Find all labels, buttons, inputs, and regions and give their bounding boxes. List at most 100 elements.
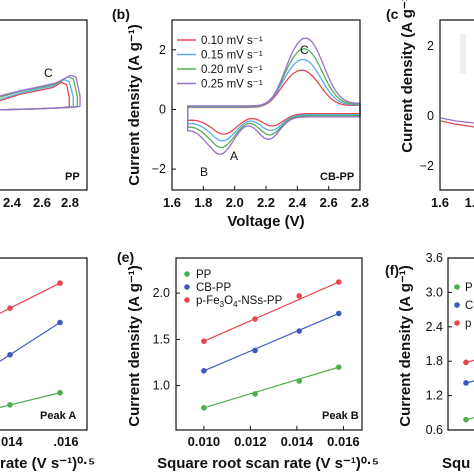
panel-e-fit-line	[203, 281, 339, 342]
panel-d-frame	[0, 257, 88, 431]
panel-b-xtick-label: 1.8	[194, 195, 212, 210]
panel-d-data-point	[7, 402, 13, 408]
panel-d-fit-line	[0, 282, 61, 314]
panel-c-ytick-label: 0	[427, 109, 434, 123]
panel-f-fit-line	[465, 417, 474, 421]
panel-a-peak-c-label: C	[44, 66, 53, 80]
panel-b-legend-label: 0.10 mV s⁻¹	[201, 35, 263, 47]
panel-f: (f) Current density (A g⁻¹) 0.6 1.2 1.8 2.4…	[385, 251, 474, 472]
panel-b-peak-b-label: B	[200, 165, 208, 179]
panel-e-xtick-label: 0.014	[281, 434, 314, 449]
panel-c-legend-stub	[460, 34, 466, 74]
panel-f-fit-line	[465, 380, 474, 384]
panel-e-legend-label-part: 4	[233, 300, 238, 309]
panel-e-peak-label: Peak B	[322, 410, 359, 422]
panel-e-data-point	[335, 310, 342, 317]
panel-e-legend-marker	[184, 284, 190, 290]
panel-e: (e) Current density (A g⁻¹) 0.010 0.012 0.…	[117, 249, 379, 472]
panel-f-legend: PCp	[454, 282, 473, 330]
panel-d-fit-line	[0, 392, 61, 408]
panel-e-data-point	[296, 293, 303, 299]
panel-e-label: (e)	[117, 249, 134, 265]
panel-e-fit-line	[203, 366, 339, 409]
panel-b-ylabel: Current density (A g⁻¹)	[126, 24, 143, 186]
panel-d-data-point	[7, 305, 13, 311]
panel-c-label: (c	[386, 6, 399, 22]
panel-b-xtick-label: 2.2	[257, 195, 275, 210]
panel-e-legend-label: p-Fe3O4-NSs-PP	[196, 295, 283, 309]
panel-c: (c Current density (A g⁻¹) 2 0 −2 1.6 1.	[386, 0, 474, 210]
panel-c-curve-stub	[440, 117, 474, 124]
panel-a-sample-label: PP	[65, 171, 80, 183]
panel-e-legend-label-part: 3	[220, 300, 225, 309]
panel-b-xtick-label: 2.0	[226, 195, 244, 210]
panel-c-ytick-label: −2	[420, 159, 434, 173]
panel-c-xtick-label: 1.	[465, 195, 474, 210]
panel-e-data-point	[335, 364, 342, 370]
panel-f-legend-marker	[454, 302, 460, 308]
panel-f-ytick-label: 1.8	[426, 354, 443, 368]
panel-d-data-point	[7, 351, 13, 358]
panel-d-data-point	[57, 389, 63, 396]
panel-a-curves	[0, 74, 81, 111]
panel-e-data-point	[296, 378, 303, 384]
panel-d-xtick-label: .016	[53, 434, 78, 449]
panel-e-legend-marker	[184, 271, 190, 277]
panel-b-peak-a-label: A	[230, 149, 238, 163]
panel-f-fit-line	[465, 359, 474, 363]
panel-f-frame	[447, 257, 474, 431]
panel-e-xtick-label: 0.016	[327, 434, 360, 449]
panel-a-series-line	[0, 74, 81, 111]
panel-c-curve-stub	[440, 120, 474, 128]
panel-a-xtick-label: 2.4	[3, 195, 22, 210]
panel-a: C PP 2.4 2.6 2.8	[0, 19, 88, 210]
panel-e-legend-label: PP	[196, 269, 212, 281]
panel-e-data-point	[252, 316, 258, 322]
panel-b-xtick-label: 2.6	[320, 195, 338, 210]
panel-b-xtick-label: 2.4	[288, 195, 307, 210]
panel-e-data-point	[201, 338, 207, 345]
panel-f-ytick-label: 3.6	[426, 251, 443, 265]
panel-e-xtick-label: 0.012	[234, 434, 267, 449]
panel-e-xtick-label: 0.010	[188, 434, 221, 449]
panel-b-legend: 0.10 mV s⁻¹ 0.15 mV s⁻¹ 0.20 mV s⁻¹ 0.25 mV…	[177, 35, 263, 91]
panel-e-legend-label-part: p-Fe	[196, 295, 220, 307]
panel-d: Peak A .014 .016 rate (V s⁻¹)⁰·⁵	[0, 257, 95, 472]
panel-d-xlabel: rate (V s⁻¹)⁰·⁵	[0, 455, 95, 472]
panel-b-peak-c-label: C	[300, 43, 309, 57]
panel-f-ytick-label: 3.0	[426, 285, 443, 299]
panel-f-legend-marker	[454, 284, 460, 290]
panel-d-data-point	[57, 319, 63, 326]
panel-f-label: (f)	[385, 262, 399, 278]
panel-c-ylabel: Current density (A g⁻¹)	[399, 0, 416, 153]
panel-b-xtick-label: 2.8	[351, 195, 369, 210]
panel-b-ytick-label: 2	[159, 43, 166, 57]
panel-f-xlabel: Squ	[442, 455, 470, 472]
panel-e-frame	[175, 257, 363, 431]
panel-f-ytick-label: 0.6	[426, 423, 443, 437]
panel-e-ticks: 0.010 0.012 0.014 0.016 1.0 1.5 2.0	[153, 286, 360, 449]
panel-e-legend-marker	[184, 297, 190, 303]
panel-c-ytick-label: 2	[427, 39, 434, 53]
panel-e-data-point	[252, 347, 258, 354]
panel-f-legend-marker	[454, 320, 460, 326]
panel-f-ylabel: Current density (A g⁻¹)	[397, 265, 414, 427]
panel-f-legend-label: p	[465, 318, 471, 330]
panel-b-xtick-label: 1.6	[163, 195, 181, 210]
panel-a-series-line	[0, 78, 74, 111]
panel-e-xlabel: Square root scan rate (V s⁻¹)⁰·⁵	[157, 455, 379, 472]
panel-f-ytick-label: 1.2	[426, 389, 443, 403]
panel-b: (b) Current density (A g⁻¹) 1.6 1.8 2.0 2.2…	[112, 6, 369, 230]
panel-e-ylabel: Current density (A g⁻¹)	[126, 265, 143, 427]
panel-e-legend-label-part: O	[224, 295, 233, 307]
panel-e-ytick-label: 2.0	[153, 286, 170, 300]
panel-e-fit-line	[203, 312, 339, 372]
panel-e-data-point	[201, 405, 207, 411]
panel-b-legend-label: 0.25 mV s⁻¹	[201, 79, 263, 91]
panel-f-legend-label: C	[465, 300, 473, 312]
panel-e-ytick-label: 1.0	[153, 379, 170, 393]
panel-e-data-point	[252, 391, 258, 397]
panel-d-data-point	[57, 280, 63, 286]
